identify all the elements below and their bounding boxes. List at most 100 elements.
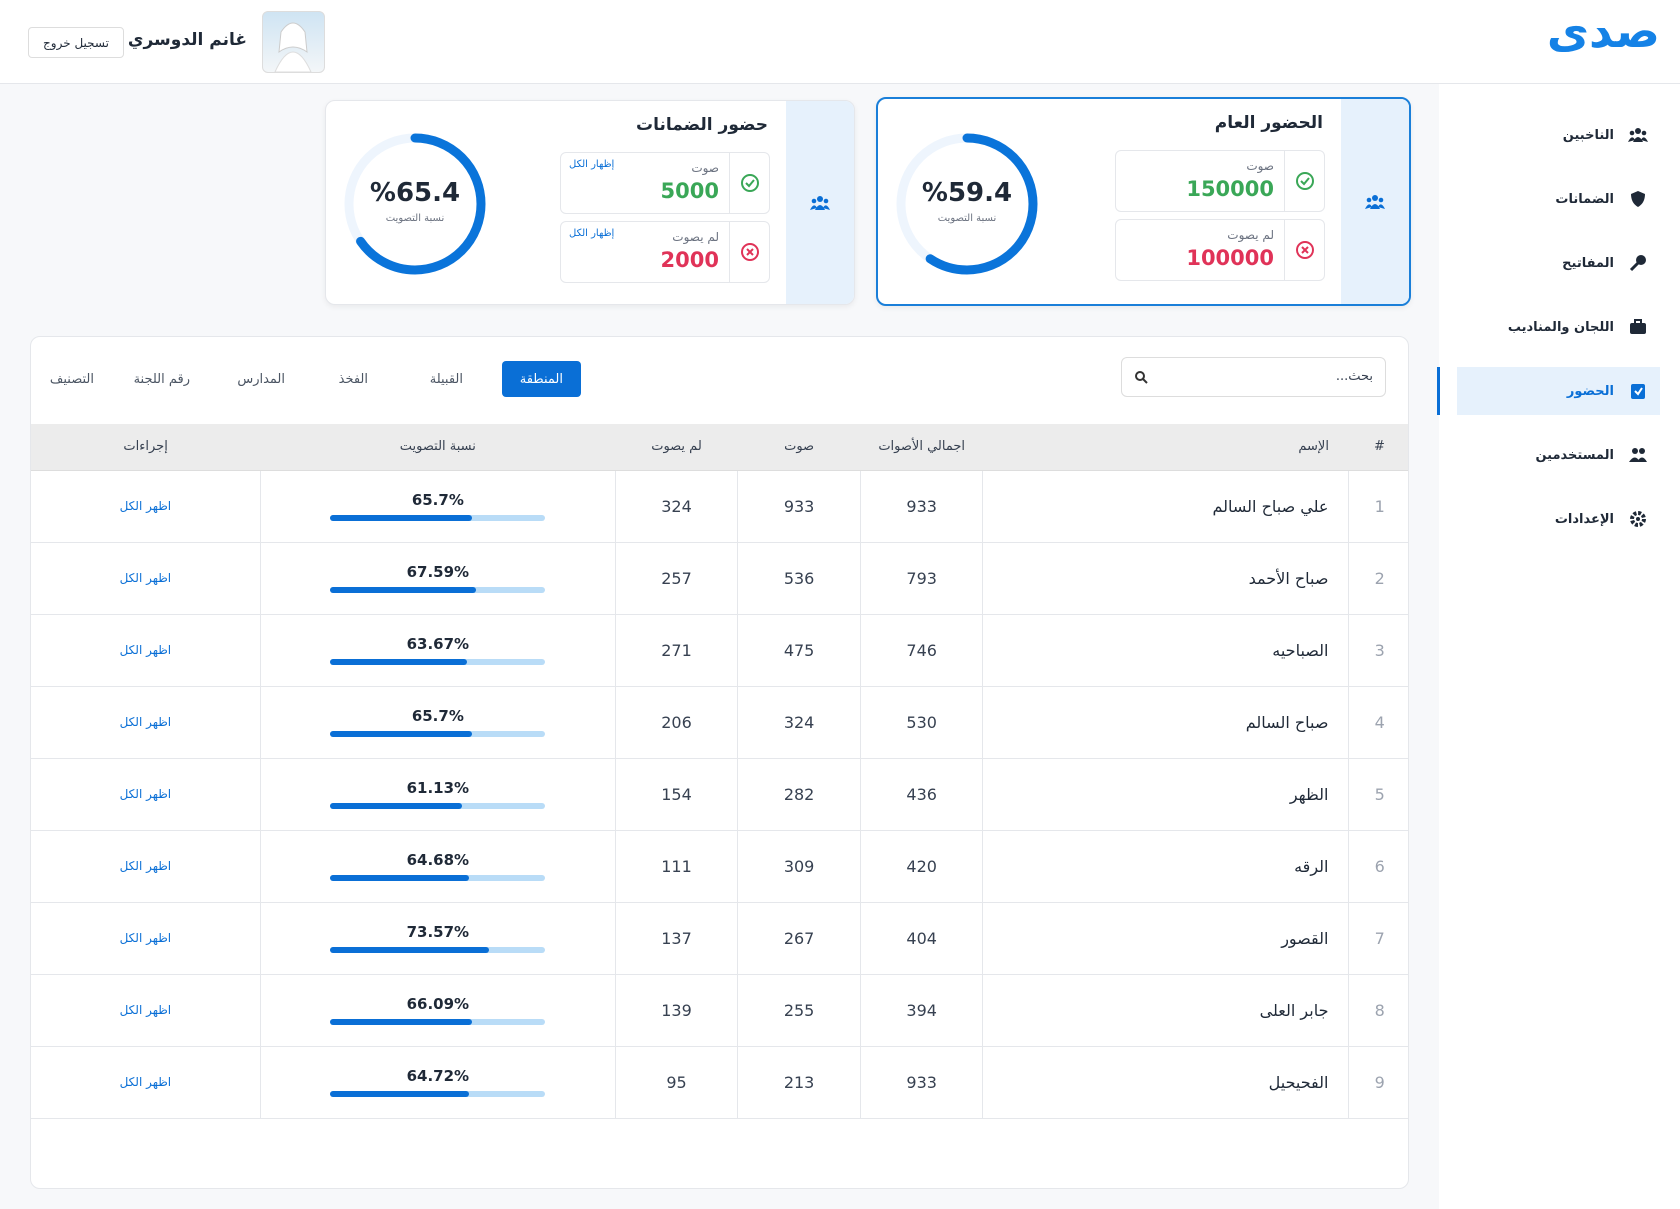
row-action[interactable]: اظهر الكل [31, 758, 261, 831]
progress-fill [330, 803, 462, 809]
tab[interactable]: المدارس [237, 371, 285, 387]
icon-part [740, 243, 759, 261]
table-row: 9 الفحيحيل 933 213 95 64.72% اظهر الكل [31, 1046, 1408, 1119]
stat-label: صوت [691, 161, 719, 175]
icon-part [1634, 319, 1642, 325]
stat-card: حضور الضمانات صوت 5000 إظهار الكل لم يصوت 200… [325, 100, 855, 305]
ring-percent: %59.4 [922, 178, 1012, 208]
progress-fill [330, 1019, 473, 1025]
icon [1630, 511, 1646, 527]
card-strip [1341, 99, 1409, 304]
table-row: 7 القصور 404 267 137 73.57% اظهر الكل [31, 902, 1408, 975]
row-not-voted: 154 [614, 758, 738, 831]
tab[interactable]: المنطقة [501, 361, 581, 397]
row-action[interactable]: اظهر الكل [31, 542, 261, 615]
sidebar-item[interactable]: اللجان والمناديب [1457, 303, 1660, 351]
stat-icon [1284, 151, 1324, 211]
row-name: الرقه [982, 830, 1349, 903]
progress-fill [330, 1091, 470, 1097]
row-total: 746 [860, 614, 983, 687]
sidebar-item[interactable]: الحضور [1437, 367, 1660, 415]
avatar-figure [274, 22, 312, 73]
icon [1630, 319, 1646, 334]
row-total: 436 [860, 758, 983, 831]
progress-track [330, 1091, 546, 1097]
icon-part [1633, 137, 1643, 142]
icon-part [1629, 261, 1640, 272]
row-voted: 309 [737, 830, 861, 903]
row-action[interactable]: اظهر الكل [31, 1046, 261, 1119]
sidebar-item[interactable]: الناخبين [1457, 111, 1660, 159]
percent-label: 65.7% [411, 491, 464, 509]
column-header: لم يصوت [615, 424, 738, 471]
icon [740, 243, 759, 261]
sidebar-item[interactable]: المستخدمين [1457, 431, 1660, 479]
row-action[interactable]: اظهر الكل [31, 974, 261, 1047]
row-not-voted: 257 [614, 542, 738, 615]
row-total: 420 [860, 830, 983, 903]
row-total: 394 [860, 974, 983, 1047]
icon [740, 174, 759, 192]
table-row: 6 الرقه 420 309 111 64.68% اظهر الكل [31, 830, 1408, 903]
tab[interactable]: رقم اللجنة [133, 371, 190, 387]
row-percent: 73.57% [259, 902, 616, 975]
progress-track [330, 731, 546, 737]
active-indicator [1437, 367, 1440, 415]
row-name: القصور [982, 902, 1349, 975]
icon-part [1366, 197, 1372, 202]
icon [1631, 384, 1645, 399]
icon-part [1628, 137, 1648, 142]
sidebar-item[interactable]: المفاتيح [1457, 239, 1660, 287]
tab[interactable]: التصنيف [49, 371, 94, 387]
percent-label: 61.13% [406, 779, 470, 797]
icon-part [1629, 457, 1647, 462]
tab[interactable]: الفخذ [338, 371, 368, 387]
icon-part [1629, 130, 1635, 136]
row-name: صباح الأحمد [982, 542, 1349, 615]
row-action[interactable]: اظهر الكل [31, 614, 261, 687]
icon [1628, 128, 1648, 142]
sidebar-item[interactable]: الإعدادات [1457, 495, 1660, 543]
avatar[interactable] [262, 11, 325, 73]
stat-value: 2000 [660, 248, 719, 272]
show-all-link[interactable]: إظهار الكل [569, 228, 615, 239]
row-not-voted: 111 [614, 830, 738, 903]
tab[interactable]: القبيلة [429, 371, 463, 387]
ring-percent: %65.4 [370, 178, 460, 208]
data-table: # الإسم اجمالي الأصوات صوت لم يصوت نسبة التصو… [31, 424, 1408, 1119]
row-number: 7 [1348, 902, 1408, 975]
row-percent: 64.72% [259, 1046, 616, 1119]
percent-label: 64.68% [406, 851, 470, 869]
row-percent: 63.67% [259, 614, 616, 687]
progress-fill [330, 515, 472, 521]
sidebar-item[interactable]: الضمانات [1457, 175, 1660, 223]
stat-box: لم يصوت 2000 إظهار الكل [560, 221, 770, 283]
row-action[interactable]: اظهر الكل [31, 686, 261, 759]
row-action[interactable]: اظهر الكل [31, 830, 261, 903]
icon-part [817, 195, 823, 202]
row-percent: 64.68% [259, 830, 616, 903]
sidebar-label: الحضور [1566, 383, 1614, 399]
row-action[interactable]: اظهر الكل [31, 470, 261, 543]
sidebar: الناخبين الضمانات المفاتيح اللجان والمناديب… [1437, 84, 1680, 1209]
row-number: 4 [1348, 686, 1408, 759]
column-header: نسبة التصويت [260, 424, 616, 471]
show-all-link[interactable]: إظهار الكل [569, 159, 615, 170]
stat-card: الحضور العام صوت 150000 لم يصوت 100000 %59.4 ن… [876, 97, 1411, 306]
logo[interactable]: صدى [1546, 4, 1660, 58]
row-total: 933 [860, 470, 983, 543]
icon-part [1295, 241, 1314, 259]
row-action[interactable]: اظهر الكل [31, 902, 261, 975]
row-total: 793 [860, 542, 983, 615]
stat-box: لم يصوت 100000 [1115, 219, 1325, 281]
search-box[interactable]: بحث... [1121, 357, 1386, 397]
icon-part [1639, 448, 1645, 454]
row-not-voted: 271 [614, 614, 738, 687]
progress-fill [330, 731, 472, 737]
progress-track [330, 803, 546, 809]
percent-label: 63.67% [406, 635, 470, 653]
stat-icon [729, 153, 769, 213]
logout-button[interactable]: تسجيل خروج [28, 27, 124, 58]
row-number: 5 [1348, 758, 1408, 831]
